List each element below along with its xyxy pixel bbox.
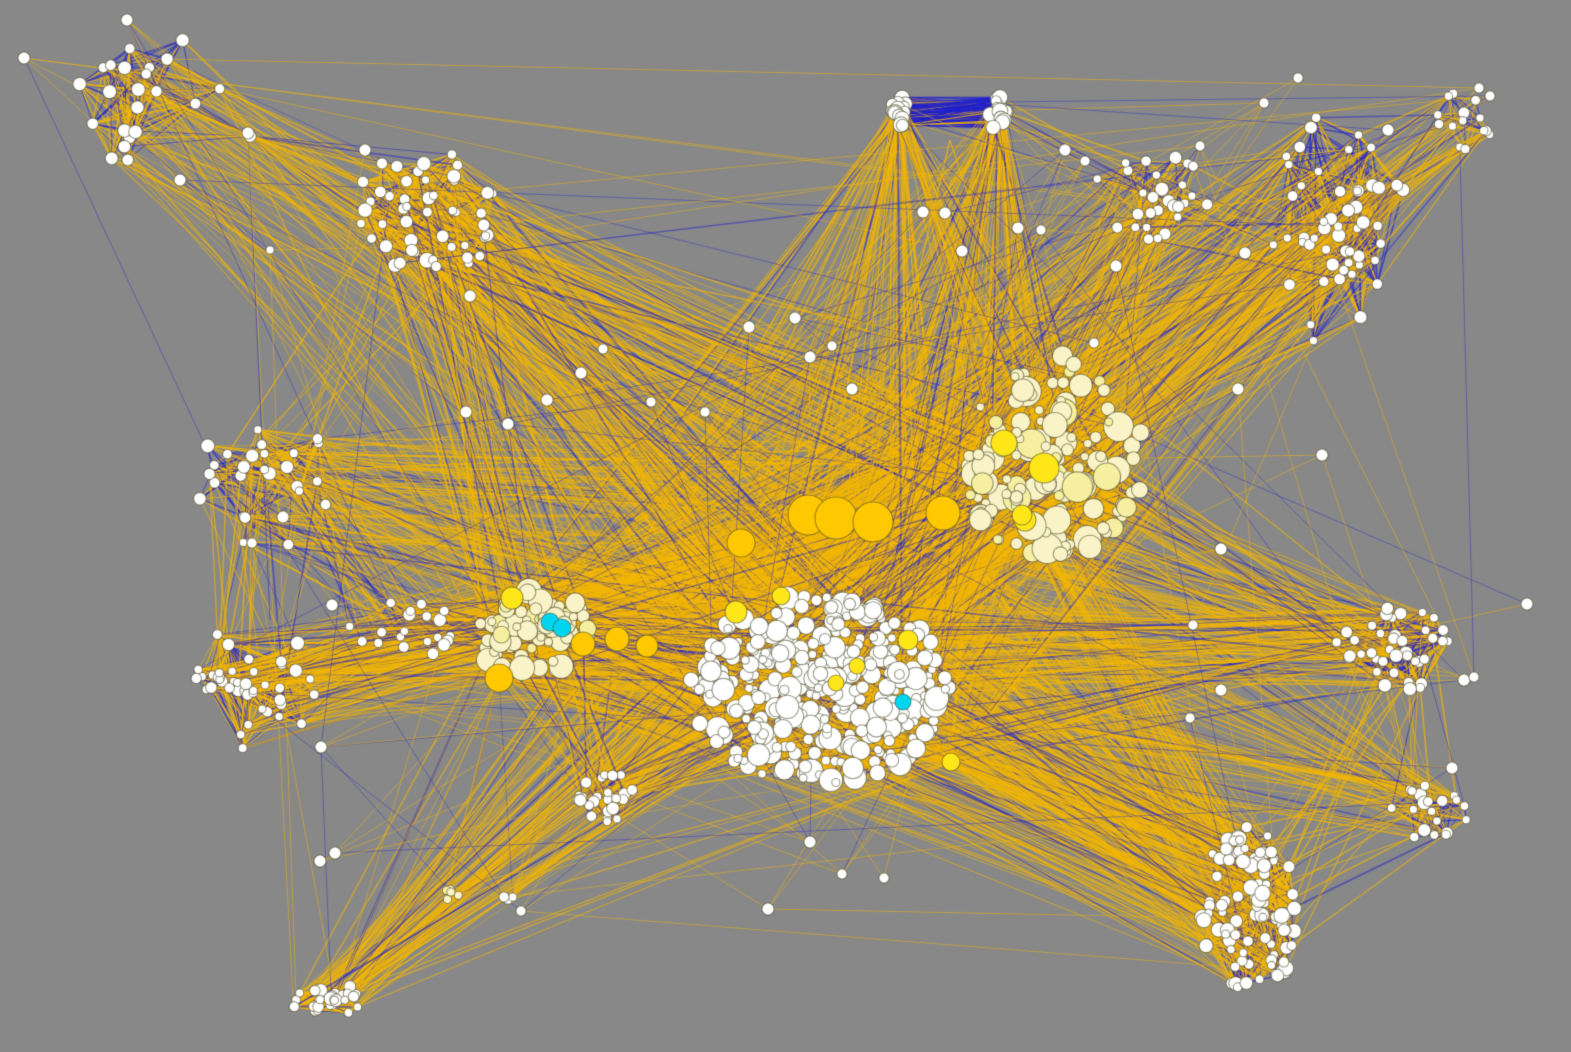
graph-viewport[interactable] <box>0 0 1571 1052</box>
network-graph-canvas[interactable] <box>0 0 1571 1052</box>
